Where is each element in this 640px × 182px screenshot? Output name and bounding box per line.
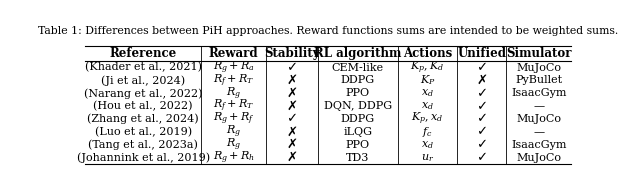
Text: $R_f+R_T$: $R_f+R_T$	[213, 72, 254, 89]
Text: $x_d$: $x_d$	[421, 139, 434, 151]
Text: $R_f+R_T$: $R_f+R_T$	[213, 98, 254, 114]
Text: DDPG: DDPG	[340, 75, 375, 85]
Text: $K_P$: $K_P$	[420, 74, 435, 87]
Text: Reference: Reference	[109, 47, 177, 60]
Text: ✗: ✗	[286, 151, 298, 164]
Text: Simulator: Simulator	[506, 47, 572, 60]
Text: ✗: ✗	[286, 87, 298, 100]
Text: —: —	[533, 101, 544, 111]
Text: (Khader et al., 2021): (Khader et al., 2021)	[84, 62, 202, 73]
Text: RL algorithm: RL algorithm	[314, 47, 401, 60]
Text: ✗: ✗	[286, 74, 298, 87]
Text: $K_p,x_d$: $K_p,x_d$	[412, 111, 444, 127]
Text: MuJoCo: MuJoCo	[516, 63, 561, 72]
Text: IsaacGym: IsaacGym	[511, 88, 566, 98]
Text: (Ji et al., 2024): (Ji et al., 2024)	[101, 75, 185, 86]
Text: (Tang et al., 2023a): (Tang et al., 2023a)	[88, 140, 198, 150]
Text: $R_g+R_a$: $R_g+R_a$	[212, 59, 255, 76]
Text: MuJoCo: MuJoCo	[516, 114, 561, 124]
Text: ✓: ✓	[476, 138, 488, 151]
Text: ✓: ✓	[286, 61, 298, 74]
Text: ✓: ✓	[476, 126, 488, 139]
Text: (Zhang et al., 2024): (Zhang et al., 2024)	[87, 114, 199, 124]
Text: ✗: ✗	[286, 138, 298, 151]
Text: PPO: PPO	[346, 140, 370, 150]
Text: Unified: Unified	[458, 47, 506, 60]
Text: $x_d$: $x_d$	[421, 87, 434, 99]
Text: ✗: ✗	[476, 74, 488, 87]
Text: $K_p,K_d$: $K_p,K_d$	[410, 59, 445, 76]
Text: ✓: ✓	[476, 61, 488, 74]
Text: (Narang et al., 2022): (Narang et al., 2022)	[84, 88, 202, 99]
Text: ✓: ✓	[476, 113, 488, 126]
Text: Actions: Actions	[403, 47, 452, 60]
Text: $f_c$: $f_c$	[422, 125, 433, 139]
Text: ✓: ✓	[476, 151, 488, 164]
Text: TD3: TD3	[346, 153, 369, 163]
Text: ✓: ✓	[476, 100, 488, 113]
Text: (Johannink et al., 2019): (Johannink et al., 2019)	[77, 153, 210, 163]
Text: $x_d$: $x_d$	[421, 100, 434, 112]
Text: PPO: PPO	[346, 88, 370, 98]
Text: $u_r$: $u_r$	[421, 152, 434, 164]
Text: $R_g+R_h$: $R_g+R_h$	[212, 150, 255, 166]
Text: ✗: ✗	[286, 100, 298, 113]
Text: IsaacGym: IsaacGym	[511, 140, 566, 150]
Text: Table 1: Differences between PiH approaches. Reward functions sums are intended : Table 1: Differences between PiH approac…	[38, 26, 618, 36]
Text: PyBullet: PyBullet	[515, 75, 563, 85]
Text: $R_g$: $R_g$	[226, 124, 241, 140]
Text: ✓: ✓	[286, 113, 298, 126]
Text: $R_g$: $R_g$	[226, 85, 241, 102]
Text: Reward: Reward	[209, 47, 259, 60]
Text: iLQG: iLQG	[343, 127, 372, 137]
Text: (Luo et al., 2019): (Luo et al., 2019)	[95, 127, 192, 137]
Text: $R_g+R_f$: $R_g+R_f$	[212, 111, 255, 127]
Text: ✓: ✓	[476, 87, 488, 100]
Text: —: —	[533, 127, 544, 137]
Text: (Hou et al., 2022): (Hou et al., 2022)	[93, 101, 193, 111]
Text: ✗: ✗	[286, 126, 298, 139]
Text: MuJoCo: MuJoCo	[516, 153, 561, 163]
Text: CEM-like: CEM-like	[332, 63, 384, 72]
Text: $R_g$: $R_g$	[226, 137, 241, 153]
Text: DDPG: DDPG	[340, 114, 375, 124]
Text: DQN, DDPG: DQN, DDPG	[324, 101, 392, 111]
Text: Stability: Stability	[264, 47, 319, 60]
